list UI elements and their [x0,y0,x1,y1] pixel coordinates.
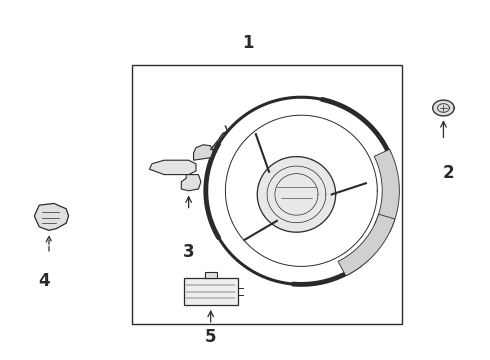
Polygon shape [338,214,395,276]
Polygon shape [257,157,336,232]
Polygon shape [181,175,201,191]
Polygon shape [206,97,397,284]
Polygon shape [374,149,399,232]
Polygon shape [34,203,69,230]
Polygon shape [149,160,196,175]
Bar [132,65,402,324]
Text: 1: 1 [242,34,253,52]
Text: 3: 3 [183,243,195,261]
Polygon shape [205,272,217,278]
Text: 2: 2 [442,164,454,182]
Text: 4: 4 [38,272,50,290]
Bar [184,278,238,305]
Polygon shape [194,145,213,160]
Text: 5: 5 [205,328,217,346]
Circle shape [433,100,454,116]
